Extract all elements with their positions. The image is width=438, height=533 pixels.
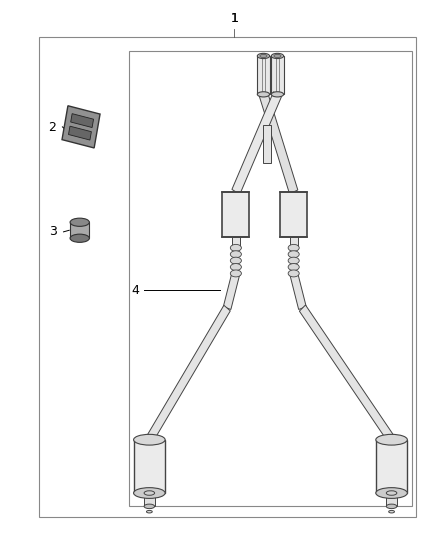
Ellipse shape [146, 511, 152, 513]
Polygon shape [146, 305, 230, 442]
Ellipse shape [70, 218, 89, 227]
Bar [376, 440, 407, 493]
Polygon shape [259, 92, 298, 194]
Ellipse shape [389, 511, 395, 513]
Bar [386, 493, 397, 506]
Ellipse shape [288, 251, 299, 257]
Ellipse shape [386, 504, 397, 508]
Bar [280, 192, 307, 237]
Ellipse shape [257, 53, 269, 59]
Ellipse shape [376, 488, 407, 498]
Ellipse shape [376, 434, 407, 445]
Ellipse shape [144, 491, 155, 495]
Bar [144, 493, 155, 506]
Polygon shape [290, 272, 306, 310]
Ellipse shape [271, 53, 283, 59]
Polygon shape [232, 237, 240, 248]
Text: 1: 1 [230, 12, 238, 25]
Polygon shape [300, 305, 395, 443]
Bar [68, 126, 92, 140]
Bar [271, 56, 283, 94]
Ellipse shape [230, 244, 241, 251]
Text: 3: 3 [49, 225, 57, 238]
Ellipse shape [271, 92, 283, 97]
Ellipse shape [134, 488, 165, 498]
Ellipse shape [288, 270, 299, 277]
Ellipse shape [257, 92, 269, 97]
Ellipse shape [288, 264, 299, 271]
Polygon shape [290, 237, 298, 248]
Text: 2: 2 [49, 122, 57, 134]
Bar [222, 192, 249, 237]
Text: 1: 1 [230, 12, 238, 25]
Ellipse shape [274, 54, 281, 58]
Polygon shape [223, 272, 240, 310]
Ellipse shape [230, 270, 241, 277]
Bar [71, 114, 94, 127]
Bar [257, 56, 269, 94]
Polygon shape [232, 92, 281, 195]
Ellipse shape [230, 257, 241, 264]
Ellipse shape [134, 434, 165, 445]
Bar [39, 37, 416, 517]
Bar [62, 106, 100, 148]
Ellipse shape [230, 264, 241, 271]
Ellipse shape [144, 504, 155, 508]
Bar [134, 440, 165, 493]
Ellipse shape [260, 54, 267, 58]
Text: 4: 4 [132, 284, 140, 297]
Ellipse shape [288, 257, 299, 264]
Ellipse shape [288, 244, 299, 251]
Ellipse shape [70, 234, 89, 243]
Bar [70, 222, 89, 238]
Ellipse shape [386, 491, 397, 495]
Ellipse shape [230, 251, 241, 257]
Polygon shape [263, 125, 271, 163]
Bar [129, 51, 412, 506]
